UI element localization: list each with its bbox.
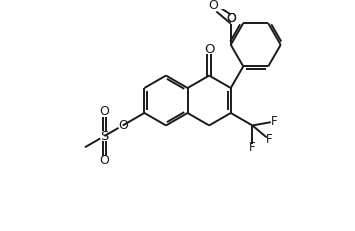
Text: F: F — [249, 142, 256, 155]
Text: S: S — [100, 130, 109, 143]
Text: O: O — [209, 0, 218, 12]
Text: O: O — [99, 154, 109, 167]
Text: O: O — [204, 43, 214, 55]
Text: O: O — [118, 119, 128, 132]
Text: F: F — [266, 134, 273, 146]
Text: F: F — [271, 115, 278, 128]
Text: O: O — [99, 105, 109, 118]
Text: O: O — [226, 12, 236, 25]
Text: O: O — [226, 12, 236, 25]
